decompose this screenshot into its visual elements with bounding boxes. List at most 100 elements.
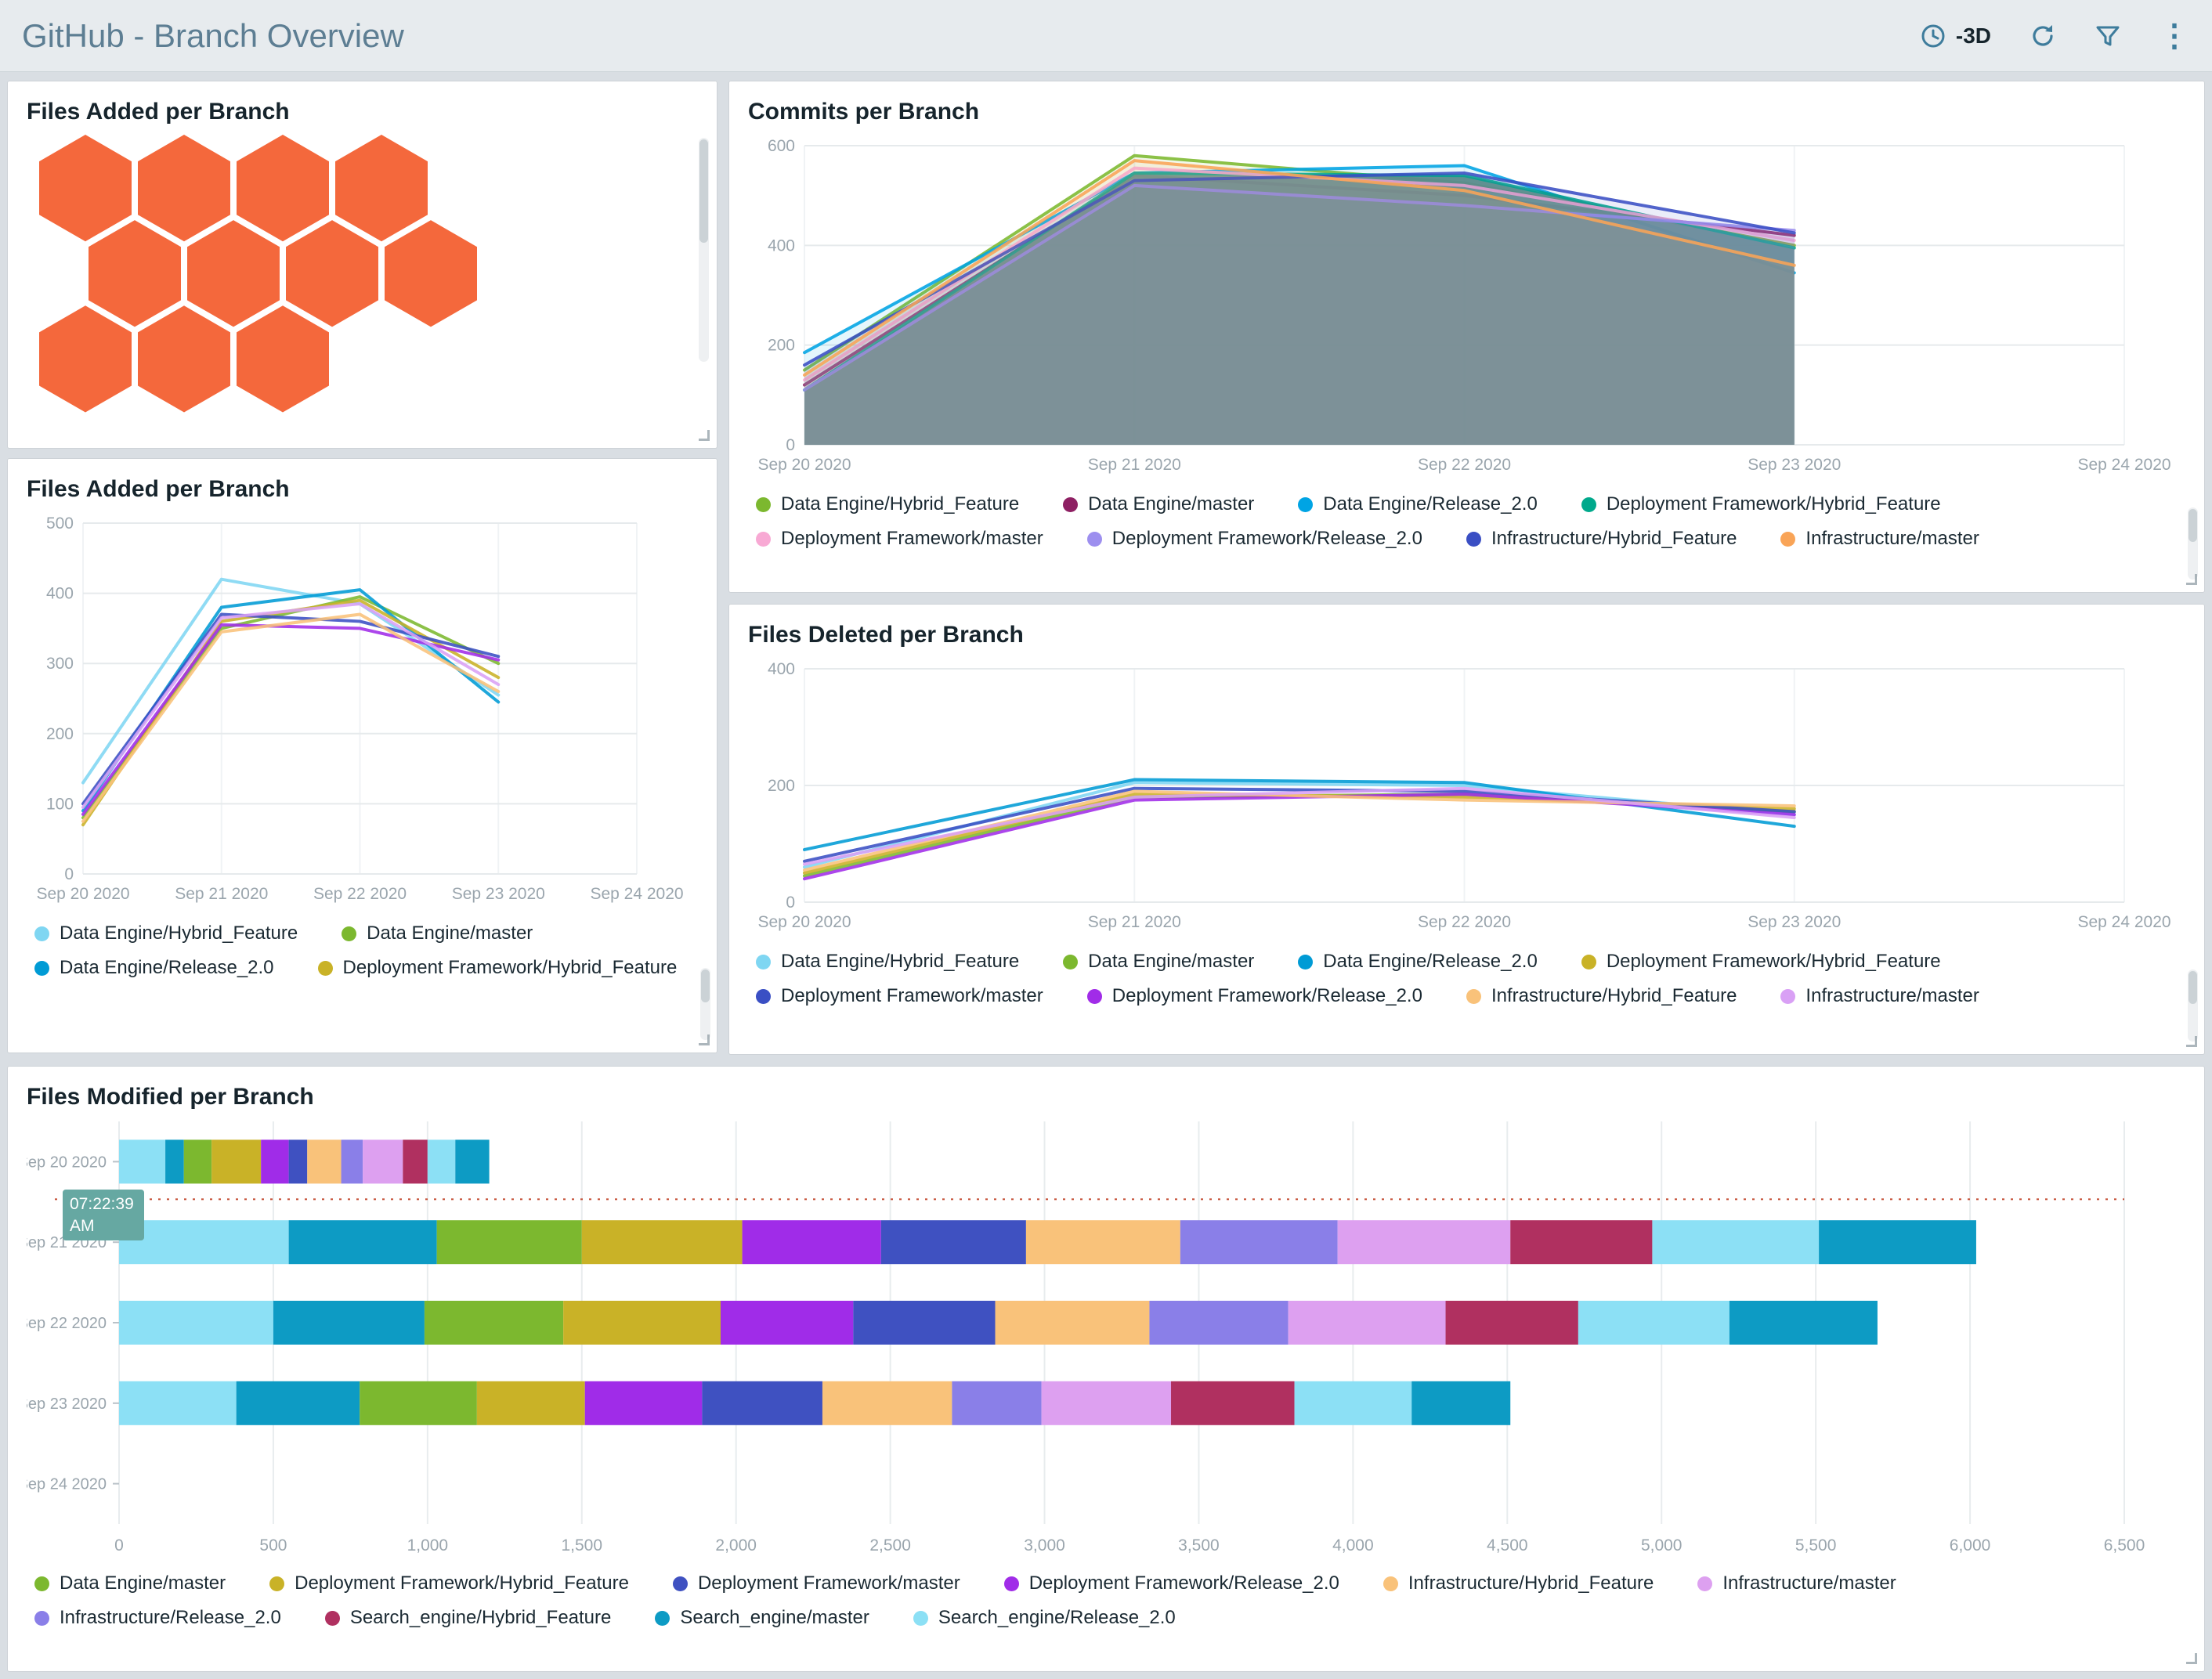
- svg-text:6,000: 6,000: [1950, 1536, 1991, 1554]
- commits-area-chart[interactable]: Sep 20 2020 Sep 21 2020 Sep 22 2020 Sep 23 …: [748, 132, 2185, 481]
- files-added-honeycomb-chart[interactable]: [27, 132, 698, 423]
- files-deleted-line-chart[interactable]: Sep 20 2020 Sep 21 2020 Sep 22 2020 Sep 23 …: [748, 655, 2185, 938]
- svg-text:Sep 22 2020: Sep 22 2020: [1418, 456, 1511, 474]
- legend-item[interactable]: Infrastructure/Hybrid_Feature: [1466, 985, 1737, 1007]
- svg-text:Sep 24 2020: Sep 24 2020: [590, 885, 683, 903]
- dashboard-body: Files Added per Branch Files Added per B…: [0, 72, 2212, 1679]
- legend-color-dot: [324, 1610, 340, 1626]
- legend-item[interactable]: Deployment Framework/master: [756, 528, 1043, 550]
- legend-scrollbar[interactable]: [700, 968, 710, 1040]
- legend-item[interactable]: Search_engine/master: [655, 1607, 869, 1629]
- filter-icon[interactable]: [2095, 23, 2121, 49]
- panel-scrollbar[interactable]: [699, 138, 709, 362]
- legend-item[interactable]: Search_engine/Release_2.0: [913, 1607, 1176, 1629]
- svg-text:200: 200: [768, 337, 795, 355]
- files-added-line-chart[interactable]: Sep 20 2020 Sep 21 2020 Sep 22 2020 Sep 23 …: [27, 509, 698, 910]
- legend-color-dot: [1086, 988, 1102, 1004]
- legend-item[interactable]: Deployment Framework/Release_2.0: [1086, 528, 1422, 550]
- panel-title: Files Deleted per Branch: [748, 622, 1024, 648]
- svg-text:300: 300: [46, 655, 74, 673]
- panel-files-added-line: Files Added per Branch Sep 20 2020 Sep 21…: [8, 459, 717, 1053]
- legend-item[interactable]: Data Engine/master: [34, 1572, 226, 1594]
- legend-color-dot: [913, 1610, 928, 1626]
- legend-item[interactable]: Deployment Framework/Hybrid_Feature: [317, 957, 677, 979]
- legend-label: Deployment Framework/master: [697, 1572, 960, 1594]
- resize-handle-icon[interactable]: [2186, 1653, 2197, 1664]
- legend-color-dot: [34, 1576, 49, 1591]
- legend-item[interactable]: Infrastructure/master: [1780, 528, 1979, 550]
- legend-scrollbar[interactable]: [2188, 969, 2198, 1042]
- files-modified-bar-chart[interactable]: 0 500 1,000 1,500 2,000 2,500 3,000 3,500 4,000 4…: [18, 1117, 2185, 1560]
- legend-label: Infrastructure/master: [1805, 985, 1979, 1006]
- legend-item[interactable]: Data Engine/Hybrid_Feature: [756, 951, 1019, 973]
- legend-color-dot: [1063, 954, 1079, 969]
- legend-item[interactable]: Data Engine/Release_2.0: [1298, 951, 1538, 973]
- legend-color-dot: [756, 531, 771, 547]
- legend-item[interactable]: Infrastructure/Hybrid_Feature: [1382, 1572, 1654, 1594]
- legend-label: Data Engine/Hybrid_Feature: [781, 493, 1020, 515]
- legend-item[interactable]: Infrastructure/Release_2.0: [34, 1607, 281, 1629]
- legend-item[interactable]: Search_engine/Hybrid_Feature: [324, 1607, 611, 1629]
- legend-item[interactable]: Deployment Framework/Hybrid_Feature: [269, 1572, 629, 1594]
- legend-scrollbar[interactable]: [2188, 507, 2198, 580]
- svg-text:4,000: 4,000: [1332, 1536, 1374, 1554]
- legend-label: Deployment Framework/Release_2.0: [1111, 985, 1422, 1006]
- legend-item[interactable]: Data Engine/Hybrid_Feature: [756, 493, 1019, 515]
- svg-text:500: 500: [46, 515, 74, 533]
- svg-text:Sep 20 2020: Sep 20 2020: [36, 885, 129, 903]
- svg-text:1,000: 1,000: [407, 1536, 449, 1554]
- legend-item[interactable]: Data Engine/Release_2.0: [34, 957, 274, 979]
- panel-title: Commits per Branch: [748, 99, 980, 125]
- legend-item[interactable]: Deployment Framework/master: [672, 1572, 960, 1594]
- legend-item[interactable]: Data Engine/Hybrid_Feature: [34, 923, 298, 944]
- legend-item[interactable]: Data Engine/Release_2.0: [1298, 493, 1538, 515]
- legend-item[interactable]: Deployment Framework/master: [756, 985, 1043, 1007]
- legend-color-dot: [1086, 531, 1102, 547]
- resize-handle-icon[interactable]: [699, 430, 710, 441]
- legend-label: Data Engine/Release_2.0: [1323, 951, 1538, 972]
- legend-color-dot: [1581, 496, 1596, 512]
- legend-item[interactable]: Data Engine/master: [1063, 493, 1254, 515]
- legend-label: Deployment Framework/Hybrid_Feature: [1606, 951, 1941, 972]
- dashboard-title: GitHub - Branch Overview: [22, 16, 404, 54]
- legend-color-dot: [1298, 496, 1314, 512]
- svg-text:0: 0: [786, 894, 795, 912]
- resize-handle-icon[interactable]: [699, 1034, 710, 1045]
- header-actions: -3D ⋮: [1920, 20, 2190, 52]
- legend-item[interactable]: Data Engine/master: [342, 923, 533, 944]
- svg-text:Sep 24 2020: Sep 24 2020: [27, 1476, 107, 1493]
- legend-label: Deployment Framework/Release_2.0: [1028, 1572, 1339, 1594]
- legend-label: Deployment Framework/Hybrid_Feature: [295, 1572, 629, 1594]
- svg-text:Sep 21 2020: Sep 21 2020: [175, 885, 268, 903]
- legend-color-dot: [1697, 1576, 1713, 1591]
- dashboard-header: GitHub - Branch Overview -3D ⋮: [0, 0, 2212, 72]
- svg-text:6,500: 6,500: [2104, 1536, 2145, 1554]
- legend-label: Data Engine/Release_2.0: [1323, 493, 1538, 515]
- legend-color-dot: [756, 988, 771, 1004]
- time-marker-badge: 07:22:39 AM: [63, 1190, 144, 1240]
- legend-item[interactable]: Deployment Framework/Hybrid_Feature: [1581, 951, 1941, 973]
- files-added-legend: Data Engine/Hybrid_Feature Data Engine/ma…: [27, 910, 698, 982]
- legend-item[interactable]: Deployment Framework/Hybrid_Feature: [1581, 493, 1941, 515]
- svg-text:600: 600: [768, 137, 795, 155]
- commits-legend: Data Engine/Hybrid_Feature Data Engine/ma…: [748, 481, 2185, 553]
- svg-text:Sep 23 2020: Sep 23 2020: [452, 885, 545, 903]
- legend-item[interactable]: Infrastructure/Hybrid_Feature: [1466, 528, 1737, 550]
- legend-item[interactable]: Infrastructure/master: [1780, 985, 1979, 1007]
- legend-item[interactable]: Deployment Framework/Release_2.0: [1086, 985, 1422, 1007]
- refresh-icon[interactable]: [2029, 22, 2057, 50]
- legend-item[interactable]: Deployment Framework/Release_2.0: [1003, 1572, 1339, 1594]
- time-range-label: -3D: [1955, 23, 1991, 48]
- time-range-control[interactable]: -3D: [1920, 23, 1991, 49]
- panel-files-added-honeycomb: Files Added per Branch: [8, 81, 717, 448]
- kebab-menu-icon[interactable]: ⋮: [2159, 18, 2190, 53]
- legend-label: Data Engine/Hybrid_Feature: [60, 923, 298, 944]
- legend-item[interactable]: Infrastructure/master: [1697, 1572, 1896, 1594]
- legend-color-dot: [1466, 988, 1481, 1004]
- svg-text:Sep 20 2020: Sep 20 2020: [757, 913, 851, 931]
- svg-text:Sep 22 2020: Sep 22 2020: [27, 1315, 107, 1332]
- resize-handle-icon[interactable]: [2186, 574, 2197, 585]
- legend-item[interactable]: Data Engine/master: [1063, 951, 1254, 973]
- resize-handle-icon[interactable]: [2186, 1036, 2197, 1047]
- svg-text:1,500: 1,500: [561, 1536, 602, 1554]
